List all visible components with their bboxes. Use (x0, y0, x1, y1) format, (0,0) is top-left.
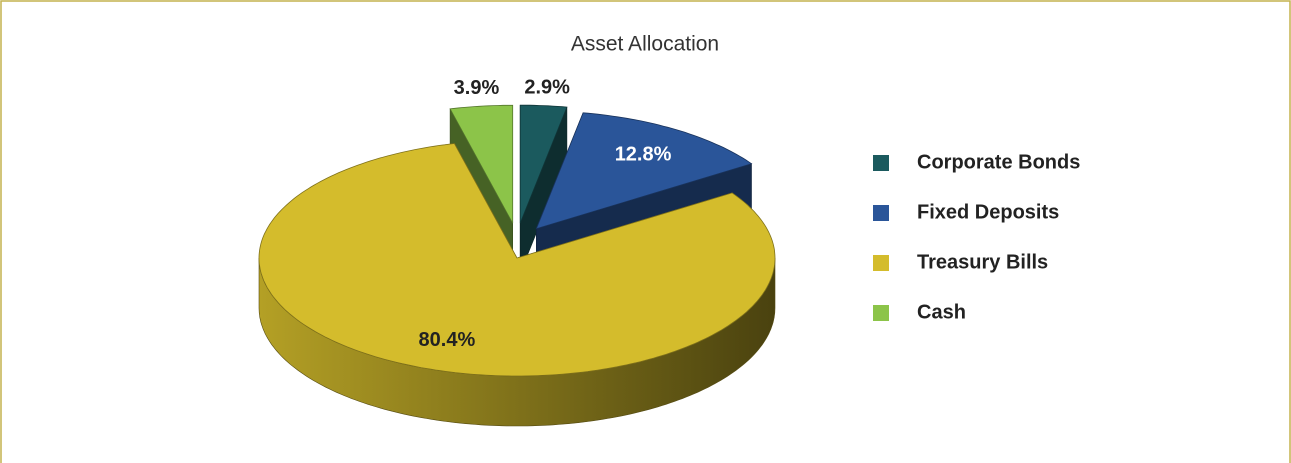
pie-slice (519, 104, 568, 224)
legend-label: Fixed Deposits (917, 201, 1059, 223)
chart-title: Asset Allocation (571, 33, 719, 56)
legend-label: Treasury Bills (917, 251, 1048, 273)
data-label: 3.9% (454, 77, 500, 99)
legend-label: Cash (917, 301, 966, 323)
data-label: 80.4% (419, 329, 476, 351)
legend-swatch (873, 205, 889, 221)
pie-slice (449, 104, 514, 224)
legend-swatch (873, 305, 889, 321)
pie-slice (258, 143, 776, 377)
pie-slice (535, 112, 753, 230)
legend-label: Corporate Bonds (917, 151, 1080, 173)
data-label: 12.8% (615, 143, 672, 165)
legend-swatch (873, 155, 889, 171)
legend-swatch (873, 255, 889, 271)
data-label: 2.9% (524, 76, 570, 98)
